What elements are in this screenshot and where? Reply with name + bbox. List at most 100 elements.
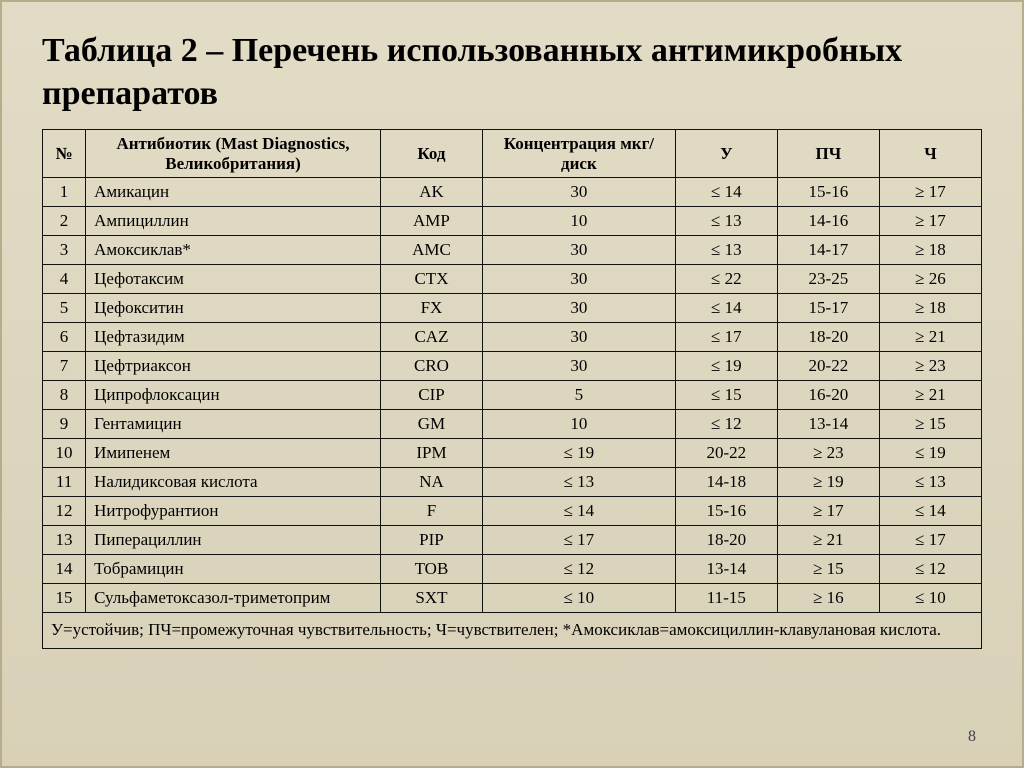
table-row: 15Сульфаметоксазол-триметопримSXT≤ 1011-…	[43, 584, 982, 613]
cell-u: ≤ 12	[675, 410, 777, 439]
cell-pch: ≥ 16	[777, 584, 879, 613]
cell-pch: 20-22	[777, 352, 879, 381]
table-row: 9ГентамицинGM10≤ 1213-14≥ 15	[43, 410, 982, 439]
table-row: 2АмпициллинAMP10≤ 1314-16≥ 17	[43, 207, 982, 236]
slide: Таблица 2 – Перечень использованных анти…	[0, 0, 1024, 768]
cell-num: 5	[43, 294, 86, 323]
table-row: 6ЦефтазидимCAZ30≤ 1718-20≥ 21	[43, 323, 982, 352]
cell-ch: ≤ 10	[879, 584, 981, 613]
cell-code: CTX	[380, 265, 482, 294]
cell-conc: 30	[483, 178, 676, 207]
cell-ch: ≥ 17	[879, 207, 981, 236]
cell-ch: ≥ 26	[879, 265, 981, 294]
cell-conc: 30	[483, 294, 676, 323]
cell-num: 2	[43, 207, 86, 236]
cell-u: ≤ 17	[675, 323, 777, 352]
cell-conc: ≤ 19	[483, 439, 676, 468]
cell-pch: 15-16	[777, 178, 879, 207]
cell-pch: ≥ 19	[777, 468, 879, 497]
cell-name: Ампициллин	[86, 207, 381, 236]
cell-conc: ≤ 10	[483, 584, 676, 613]
cell-code: CRO	[380, 352, 482, 381]
cell-name: Тобрамицин	[86, 555, 381, 584]
cell-pch: 15-17	[777, 294, 879, 323]
cell-ch: ≥ 21	[879, 381, 981, 410]
cell-ch: ≤ 12	[879, 555, 981, 584]
cell-pch: 18-20	[777, 323, 879, 352]
cell-code: GM	[380, 410, 482, 439]
cell-code: AK	[380, 178, 482, 207]
cell-ch: ≤ 19	[879, 439, 981, 468]
table-row: 3Амоксиклав*AMC30≤ 1314-17≥ 18	[43, 236, 982, 265]
cell-code: AMP	[380, 207, 482, 236]
table-row: 8ЦипрофлоксацинCIP5≤ 1516-20≥ 21	[43, 381, 982, 410]
cell-code: SXT	[380, 584, 482, 613]
cell-conc: 30	[483, 323, 676, 352]
cell-name: Налидиксовая кислота	[86, 468, 381, 497]
cell-num: 13	[43, 526, 86, 555]
cell-num: 8	[43, 381, 86, 410]
cell-num: 10	[43, 439, 86, 468]
cell-name: Ципрофлоксацин	[86, 381, 381, 410]
cell-conc: ≤ 14	[483, 497, 676, 526]
cell-u: 13-14	[675, 555, 777, 584]
cell-pch: 23-25	[777, 265, 879, 294]
cell-num: 9	[43, 410, 86, 439]
cell-conc: ≤ 13	[483, 468, 676, 497]
col-header-conc: Концентрация мкг/диск	[483, 130, 676, 178]
cell-num: 14	[43, 555, 86, 584]
cell-num: 6	[43, 323, 86, 352]
cell-u: 20-22	[675, 439, 777, 468]
cell-name: Цефтазидим	[86, 323, 381, 352]
table-row: 14ТобрамицинTOB≤ 1213-14≥ 15≤ 12	[43, 555, 982, 584]
table-legend: У=устойчив; ПЧ=промежуточная чувствитель…	[42, 613, 982, 649]
col-header-u: У	[675, 130, 777, 178]
cell-pch: ≥ 15	[777, 555, 879, 584]
cell-conc: 10	[483, 207, 676, 236]
cell-conc: 30	[483, 265, 676, 294]
cell-u: 15-16	[675, 497, 777, 526]
cell-ch: ≤ 17	[879, 526, 981, 555]
cell-conc: ≤ 17	[483, 526, 676, 555]
cell-pch: 13-14	[777, 410, 879, 439]
table-row: 13ПиперациллинPIP≤ 1718-20≥ 21≤ 17	[43, 526, 982, 555]
cell-u: ≤ 13	[675, 236, 777, 265]
cell-conc: 10	[483, 410, 676, 439]
cell-num: 1	[43, 178, 86, 207]
cell-ch: ≥ 15	[879, 410, 981, 439]
cell-u: ≤ 22	[675, 265, 777, 294]
cell-ch: ≤ 14	[879, 497, 981, 526]
cell-code: CAZ	[380, 323, 482, 352]
cell-code: F	[380, 497, 482, 526]
table-row: 12НитрофурантионF≤ 1415-16≥ 17≤ 14	[43, 497, 982, 526]
col-header-pch: ПЧ	[777, 130, 879, 178]
page-number: 8	[968, 728, 976, 746]
cell-pch: ≥ 21	[777, 526, 879, 555]
cell-u: 11-15	[675, 584, 777, 613]
cell-ch: ≥ 21	[879, 323, 981, 352]
cell-ch: ≥ 23	[879, 352, 981, 381]
cell-code: CIP	[380, 381, 482, 410]
table-row: 1АмикацинAK30≤ 1415-16≥ 17	[43, 178, 982, 207]
cell-name: Цефотаксим	[86, 265, 381, 294]
cell-code: AMC	[380, 236, 482, 265]
cell-name: Сульфаметоксазол-триметоприм	[86, 584, 381, 613]
cell-num: 11	[43, 468, 86, 497]
cell-conc: 30	[483, 352, 676, 381]
cell-name: Амикацин	[86, 178, 381, 207]
table-row: 10ИмипенемIPM≤ 1920-22≥ 23≤ 19	[43, 439, 982, 468]
cell-name: Гентамицин	[86, 410, 381, 439]
cell-pch: 14-16	[777, 207, 879, 236]
cell-ch: ≥ 18	[879, 294, 981, 323]
cell-ch: ≥ 17	[879, 178, 981, 207]
cell-u: ≤ 14	[675, 294, 777, 323]
cell-name: Нитрофурантион	[86, 497, 381, 526]
antibiotics-table: № Антибиотик (Mast Diagnostics, Великобр…	[42, 129, 982, 613]
cell-u: 14-18	[675, 468, 777, 497]
cell-code: IPM	[380, 439, 482, 468]
table-row: 5ЦефокситинFX30≤ 1415-17≥ 18	[43, 294, 982, 323]
cell-u: 18-20	[675, 526, 777, 555]
cell-conc: 5	[483, 381, 676, 410]
cell-code: FX	[380, 294, 482, 323]
cell-name: Пиперациллин	[86, 526, 381, 555]
